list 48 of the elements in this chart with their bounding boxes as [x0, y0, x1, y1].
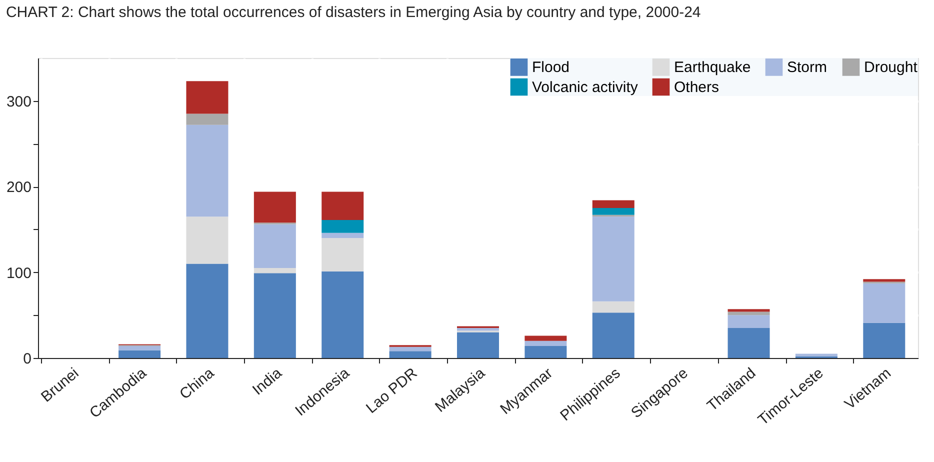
bar — [524, 346, 567, 358]
bar — [254, 268, 296, 274]
bar — [592, 200, 634, 208]
bar — [254, 192, 296, 223]
bar — [186, 216, 228, 264]
bar — [322, 232, 364, 238]
bar — [524, 336, 567, 341]
bar — [728, 315, 770, 328]
legend-label: Others — [674, 79, 720, 96]
bar — [863, 322, 906, 358]
legend-label: Earthquake — [674, 59, 751, 76]
bar — [322, 271, 364, 358]
bar — [389, 346, 432, 352]
bar — [118, 346, 161, 350]
y-tick-label: 200 — [6, 179, 32, 196]
bar — [592, 312, 634, 358]
bar — [457, 332, 499, 358]
bar — [863, 279, 906, 282]
bar — [795, 354, 838, 356]
bar — [863, 283, 906, 323]
bar — [728, 328, 770, 358]
bar — [186, 124, 228, 217]
y-tick-label: 0 — [23, 350, 32, 368]
bar — [186, 264, 228, 358]
bar — [524, 340, 567, 346]
bar — [254, 273, 296, 358]
legend-label: Volcanic activity — [532, 79, 638, 96]
bar — [728, 309, 770, 312]
bar — [322, 192, 364, 220]
bar — [254, 224, 296, 268]
y-tick-label: 100 — [6, 264, 32, 282]
bar — [186, 81, 228, 114]
bar — [457, 328, 499, 331]
x-tick-label: India — [249, 364, 286, 399]
bar — [389, 351, 432, 358]
bar — [118, 350, 161, 358]
bar — [592, 301, 634, 313]
legend-label: Drought — [864, 59, 918, 76]
bar — [592, 216, 634, 302]
legend-label: Storm — [787, 59, 828, 76]
bar — [322, 220, 364, 233]
bar — [592, 208, 634, 215]
legend-label: Flood — [532, 59, 570, 76]
y-tick-label: 300 — [6, 93, 32, 110]
bar — [186, 114, 228, 125]
bar — [728, 312, 770, 316]
bar — [322, 238, 364, 272]
chart-title: CHART 2: Chart shows the total occurrences of disasters in Emerging Asia by country and type, 2000-24 — [6, 4, 701, 21]
